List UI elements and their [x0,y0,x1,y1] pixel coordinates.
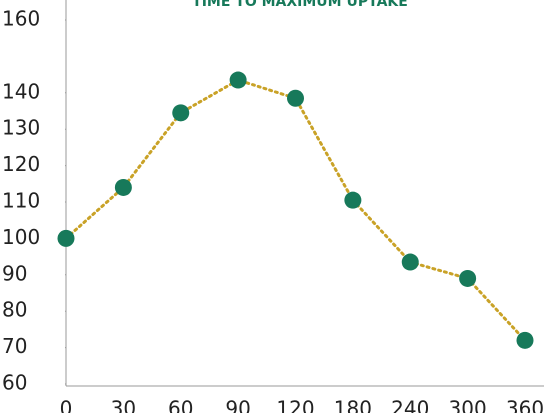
data-point [229,71,247,89]
data-point [172,104,190,122]
y-tick-label: 100 [2,225,40,249]
y-tick-label: 60 [2,371,27,395]
data-point [516,331,534,349]
x-tick-label: 360 [506,397,544,413]
x-tick-label: 30 [111,397,136,413]
data-point [459,269,477,287]
data-point [57,229,75,247]
x-tick-label: 240 [391,397,429,413]
y-tick-label: 120 [2,152,40,176]
y-tick-label: 110 [2,189,40,213]
chart-title: TIME TO MAXIMUM UPTAKE [192,0,408,10]
data-point [344,191,362,209]
y-tick-label: 130 [2,116,40,140]
y-tick-label: 140 [2,79,40,103]
x-tick-label: 0 [60,397,73,413]
data-point [287,89,304,107]
y-tick-label: 70 [2,334,27,358]
data-point [401,253,419,271]
y-tick-label: 80 [2,298,27,322]
x-tick-label: 180 [334,397,372,413]
data-line [64,78,527,342]
y-tick-label: 160 [2,7,40,31]
data-point [114,178,132,196]
x-tick-label: 90 [225,397,250,413]
x-tick-label: 60 [168,397,193,413]
y-tick-label: 90 [2,261,27,285]
x-tick-label: 120 [276,397,314,413]
x-tick-label: 300 [449,397,487,413]
